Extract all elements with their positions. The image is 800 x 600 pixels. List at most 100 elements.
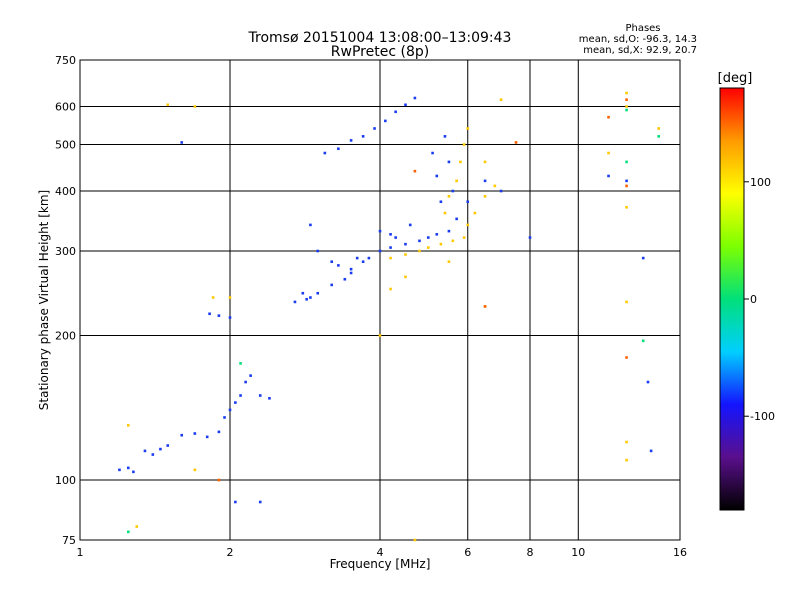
data-point — [349, 267, 353, 271]
data-point — [641, 339, 645, 343]
data-point — [234, 401, 237, 404]
data-point — [483, 179, 487, 183]
data-point — [418, 239, 421, 243]
data-point — [641, 256, 645, 260]
y-tick-label: 750 — [55, 54, 76, 67]
data-point — [193, 432, 197, 435]
y-tick-label: 100 — [55, 474, 76, 487]
data-point — [514, 141, 518, 144]
data-point — [258, 500, 262, 504]
data-point — [473, 211, 477, 215]
data-point — [462, 143, 466, 146]
x-tick-label: 1 — [77, 546, 84, 559]
data-point — [413, 96, 417, 100]
data-point — [389, 246, 392, 249]
data-point — [625, 356, 628, 359]
data-point — [234, 500, 237, 504]
data-point — [228, 296, 232, 299]
data-point — [408, 223, 412, 227]
data-point — [394, 110, 397, 114]
data-point — [166, 103, 170, 107]
phases-heading: Phases — [625, 23, 660, 34]
data-point — [483, 195, 487, 198]
data-point — [443, 211, 447, 215]
data-point — [657, 135, 660, 138]
data-point — [126, 424, 130, 427]
data-point — [159, 447, 162, 451]
data-point — [435, 233, 439, 236]
data-point — [625, 91, 628, 95]
data-point — [217, 430, 221, 434]
y-tick-label: 75 — [62, 534, 76, 547]
data-point — [404, 253, 407, 256]
data-point — [384, 119, 387, 123]
data-point — [483, 160, 487, 164]
data-point — [151, 453, 155, 456]
data-point — [132, 470, 135, 474]
data-point — [431, 151, 434, 155]
data-point — [126, 530, 130, 534]
phases-o-stats: mean, sd,O: -96.3, 14.3 — [579, 34, 697, 45]
data-point — [126, 466, 130, 470]
data-point — [404, 103, 407, 107]
data-point — [143, 449, 147, 453]
data-point — [330, 260, 334, 264]
data-point — [625, 458, 628, 462]
phases-x-stats: mean, sd,X: 92.9, 20.7 — [583, 45, 697, 56]
colorbar-tick-label: 0 — [750, 293, 757, 306]
data-point — [208, 312, 211, 316]
data-point — [499, 98, 503, 101]
data-point — [455, 217, 458, 221]
data-point — [646, 380, 650, 384]
data-point — [361, 260, 365, 264]
colorbar-label: [deg] — [718, 71, 753, 86]
x-axis: 1 2 4 6 8 10 16 — [77, 546, 688, 559]
data-point — [118, 468, 121, 472]
chart-title: Tromsø 20151004 13:08:00–13:09:43 — [248, 30, 512, 46]
data-point — [378, 249, 382, 253]
plot-area — [79, 59, 681, 542]
data-point — [349, 271, 353, 275]
data-point — [258, 394, 262, 397]
colorbar-gradient — [719, 87, 745, 511]
y-axis-label: Stationary phase Virtual Height [km] — [37, 190, 51, 410]
data-point — [389, 287, 392, 291]
x-tick-label: 8 — [527, 546, 534, 559]
chart-subtitle: RwPretec (8p) — [331, 44, 429, 60]
data-point — [193, 468, 197, 472]
data-point — [439, 242, 443, 246]
data-point — [239, 362, 242, 365]
data-point — [451, 189, 455, 193]
data-point — [394, 236, 397, 239]
data-point — [404, 275, 407, 279]
data-point — [625, 179, 628, 183]
data-point — [649, 449, 653, 453]
x-tick-label: 4 — [377, 546, 384, 559]
data-point — [337, 147, 340, 151]
data-point — [389, 233, 392, 236]
data-point — [309, 223, 312, 227]
data-point — [337, 264, 340, 267]
data-point — [657, 127, 660, 130]
data-point — [228, 316, 232, 319]
data-point — [301, 291, 305, 295]
data-point — [135, 525, 139, 528]
data-point — [443, 135, 447, 138]
data-point — [625, 160, 628, 164]
data-point — [607, 115, 610, 119]
y-tick-label: 400 — [55, 185, 76, 198]
data-point — [244, 380, 247, 384]
data-point — [413, 538, 417, 542]
x-tick-label: 2 — [227, 546, 234, 559]
data-point — [439, 200, 443, 204]
x-axis-label: Frequency [MHz] — [330, 557, 431, 571]
data-point — [166, 444, 170, 447]
data-point — [466, 127, 470, 130]
data-point — [466, 223, 470, 227]
data-point — [625, 440, 628, 444]
data-point — [355, 256, 359, 260]
data-point — [211, 296, 215, 299]
data-point — [193, 105, 197, 108]
data-point — [418, 249, 421, 253]
